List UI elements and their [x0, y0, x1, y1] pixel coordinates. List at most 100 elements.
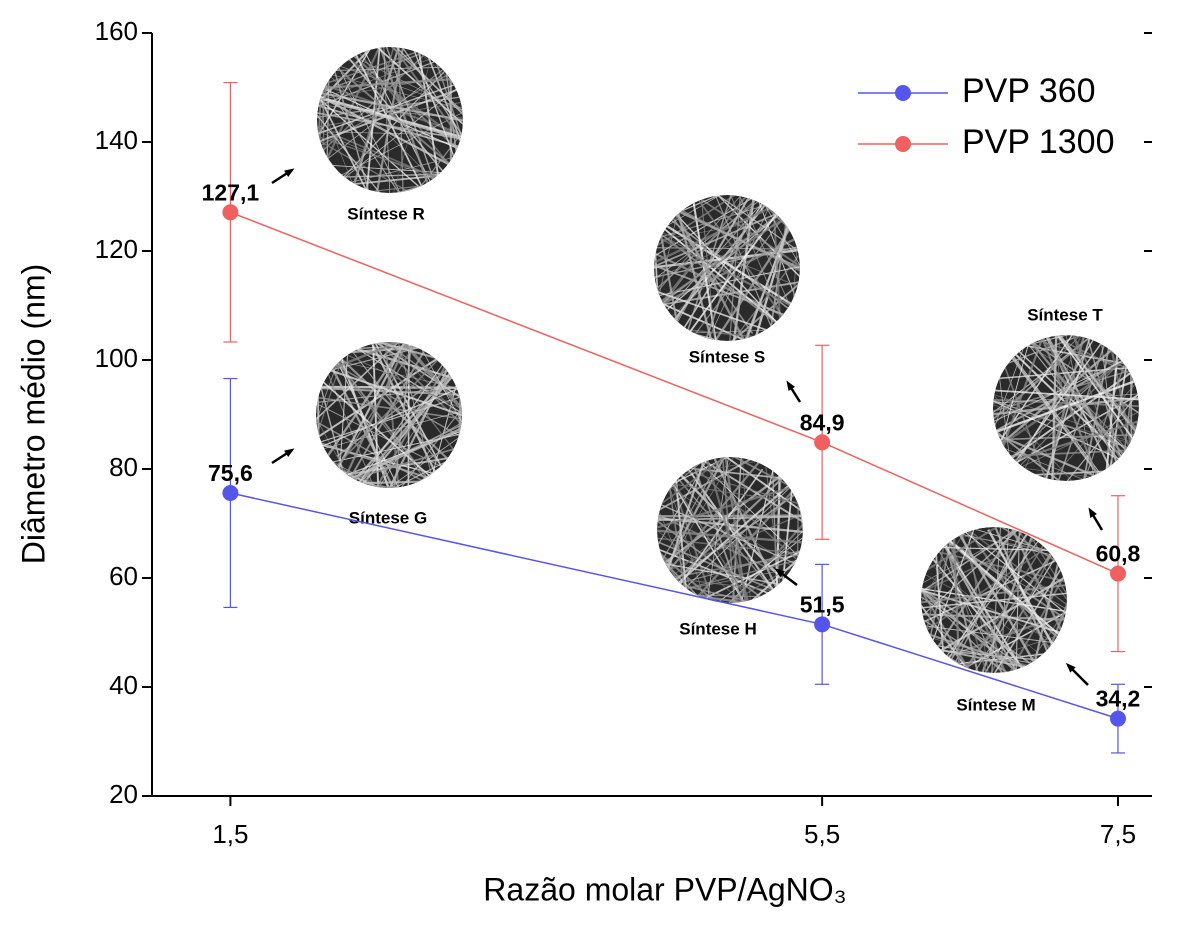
fiber — [657, 471, 803, 603]
value-label: 75,6 — [208, 460, 253, 486]
fiber — [316, 395, 462, 488]
fiber — [1027, 335, 1139, 481]
fiber — [654, 195, 664, 341]
fiber — [316, 367, 462, 467]
fiber — [317, 47, 463, 193]
fiber — [674, 195, 800, 341]
fiber — [317, 158, 463, 181]
fiber — [921, 588, 1067, 673]
fiber — [316, 446, 462, 488]
fiber — [691, 195, 723, 341]
annotation: Síntese H — [679, 619, 756, 638]
sem-images — [316, 47, 1139, 673]
fiber — [317, 71, 463, 193]
value-label: 84,9 — [800, 409, 845, 435]
fiber — [921, 527, 1067, 673]
fiber — [316, 342, 369, 488]
fiber — [657, 473, 803, 603]
fiber — [796, 457, 802, 603]
value-label: 51,5 — [800, 591, 845, 617]
fiber — [921, 527, 1067, 673]
fiber — [657, 457, 773, 603]
fiber — [317, 170, 463, 182]
fiber — [317, 47, 440, 193]
fiber — [993, 362, 1139, 481]
fiber — [317, 64, 463, 155]
fiber — [449, 47, 453, 193]
fiber — [1047, 335, 1064, 481]
fiber — [316, 477, 462, 488]
fiber — [317, 69, 463, 127]
fiber — [654, 195, 684, 341]
fiber — [654, 207, 800, 341]
fiber — [321, 47, 413, 193]
y-tick-label: 100 — [95, 343, 138, 373]
fiber — [316, 342, 462, 399]
fiber — [996, 335, 1139, 481]
fiber — [984, 527, 1005, 673]
fiber — [316, 359, 462, 488]
fiber — [657, 457, 803, 603]
value-label: 34,2 — [1096, 686, 1141, 712]
fiber — [317, 47, 463, 193]
fiber — [699, 457, 803, 603]
fiber — [993, 351, 1139, 481]
fiber — [993, 335, 1131, 481]
y-tick-label: 20 — [109, 779, 138, 809]
fiber — [993, 335, 1139, 481]
fiber — [1094, 335, 1126, 481]
fiber — [317, 96, 463, 127]
fiber — [993, 335, 1091, 481]
fiber — [375, 47, 463, 193]
fiber — [657, 458, 803, 603]
y-tick-label: 60 — [109, 561, 138, 591]
fiber — [376, 342, 416, 488]
sem-image — [921, 527, 1067, 673]
fiber — [657, 521, 803, 550]
fiber — [657, 465, 803, 559]
fiber — [710, 195, 800, 341]
fiber — [317, 136, 463, 193]
sem-image — [317, 47, 463, 193]
fiber — [316, 365, 462, 488]
fiber — [316, 342, 462, 488]
fiber — [694, 195, 800, 341]
fiber — [316, 389, 462, 439]
fiber — [316, 365, 462, 488]
fiber — [993, 396, 1139, 413]
fiber — [711, 195, 759, 341]
fiber — [726, 195, 752, 341]
fiber — [657, 457, 803, 491]
fiber — [657, 592, 803, 601]
fiber — [1061, 335, 1139, 481]
fiber — [697, 195, 800, 341]
fiber — [316, 387, 462, 488]
data-point — [222, 204, 239, 221]
fiber — [1117, 335, 1139, 481]
sem-image — [654, 195, 800, 341]
fiber — [317, 90, 463, 149]
fiber — [921, 527, 1067, 672]
fiber — [921, 527, 1067, 577]
fiber — [654, 199, 800, 341]
fiber — [654, 195, 794, 337]
fiber — [317, 47, 463, 138]
data-point — [814, 434, 831, 451]
fiber — [993, 335, 1098, 481]
fiber — [993, 335, 1139, 481]
y-tick-label: 80 — [109, 452, 138, 482]
fiber — [1135, 335, 1139, 481]
fiber — [657, 457, 803, 603]
fiber — [993, 358, 1139, 386]
fiber — [316, 426, 462, 488]
fiber — [370, 47, 430, 193]
fiber — [316, 342, 462, 488]
fiber — [317, 106, 463, 193]
fiber — [949, 527, 1067, 673]
fiber — [317, 47, 463, 138]
fiber — [317, 52, 463, 162]
fiber — [1019, 335, 1139, 481]
fiber — [657, 457, 803, 585]
fiber — [1089, 335, 1128, 481]
fiber — [993, 335, 1139, 480]
